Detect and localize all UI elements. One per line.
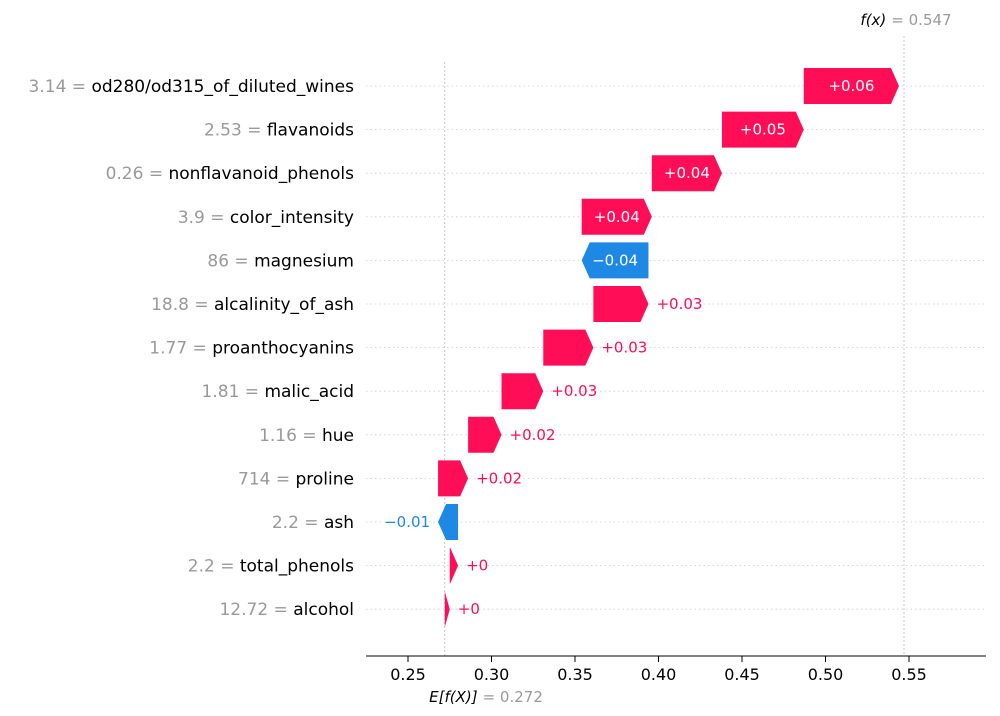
feature-value: 1.81 = (202, 382, 265, 402)
contribution-label: +0.04 (594, 208, 640, 226)
positive-contribution-bar (543, 329, 594, 366)
positive-contribution-bar (593, 286, 649, 322)
contribution-label: +0.04 (664, 164, 710, 182)
feature-name: alcalinity_of_ash (214, 295, 354, 315)
feature-name: proanthocyanins (212, 339, 354, 359)
x-tick-label: 0.55 (891, 665, 927, 684)
feature-value: 12.72 = (219, 600, 293, 620)
contribution-label: −0.04 (592, 251, 638, 269)
feature-name: color_intensity (230, 208, 354, 228)
fx-value: = 0.547 (891, 11, 951, 29)
feature-label: 714 = proline (238, 469, 354, 489)
contribution-label: +0.06 (828, 77, 874, 95)
positive-contribution-bar (651, 155, 722, 192)
feature-labels: 3.14 = od280/od315_of_diluted_wines 2.53 … (29, 77, 355, 620)
feature-value: 2.53 = (204, 121, 267, 141)
contribution-label: +0.05 (740, 121, 786, 139)
feature-name: magnesium (254, 251, 354, 271)
output-label: f(x) = 0.547 (860, 11, 951, 29)
feature-name: alcohol (293, 600, 354, 620)
x-tick-label: 0.25 (390, 665, 426, 684)
positive-contribution-bar (438, 460, 469, 497)
x-tick-label: 0.45 (724, 665, 760, 684)
feature-value: 18.8 = (151, 295, 214, 315)
positive-contribution-bar (449, 547, 459, 584)
feature-value: 3.14 = (29, 77, 92, 97)
feature-name: hue (322, 426, 354, 446)
feature-name: od280/od315_of_diluted_wines (91, 77, 354, 97)
efx-symbol: E[f(X)] (429, 688, 478, 706)
feature-label: 0.26 = nonflavanoid_phenols (106, 164, 355, 184)
feature-value: 86 = (207, 251, 254, 271)
positive-contribution-bar (721, 111, 804, 148)
feature-label: 86 = magnesium (207, 251, 354, 271)
efx-value: = 0.272 (483, 688, 543, 706)
fx-symbol: f(x) (860, 11, 886, 29)
feature-label: 1.77 = proanthocyanins (149, 339, 354, 359)
feature-name: ash (324, 513, 354, 533)
feature-value: 1.16 = (259, 426, 322, 446)
feature-name: malic_acid (264, 382, 354, 402)
feature-label: 2.53 = flavanoids (204, 121, 354, 141)
expected-label: E[f(X)] = 0.272 (429, 688, 543, 706)
feature-label: 18.8 = alcalinity_of_ash (151, 295, 354, 315)
contribution-label: +0 (458, 600, 480, 618)
x-tick-label: 0.40 (641, 665, 677, 684)
feature-value: 2.2 = (188, 557, 240, 577)
feature-label: 1.81 = malic_acid (202, 382, 354, 402)
positive-contribution-bar (803, 68, 899, 104)
x-tick-label: 0.35 (557, 665, 593, 684)
contribution-label: +0.03 (601, 339, 647, 357)
contribution-label: +0.03 (551, 382, 597, 400)
positive-contribution-bar (444, 591, 450, 628)
feature-label: 2.2 = total_phenols (188, 557, 354, 577)
feature-label: 1.16 = hue (259, 426, 354, 446)
feature-name: flavanoids (267, 121, 354, 141)
x-axis: 0.25 0.30 0.35 0.40 0.45 0.50 0.55 (366, 655, 986, 684)
feature-value: 1.77 = (149, 339, 212, 359)
positive-contribution-bar (468, 416, 502, 453)
feature-value: 3.9 = (178, 208, 230, 228)
feature-name: proline (296, 469, 355, 489)
reference-lines (444, 36, 905, 656)
feature-value: 0.26 = (106, 164, 169, 184)
feature-value: 714 = (238, 469, 296, 489)
contribution-label: +0.03 (656, 295, 702, 313)
feature-label: 3.9 = color_intensity (178, 208, 354, 228)
feature-name: total_phenols (240, 557, 354, 577)
feature-name: nonflavanoid_phenols (168, 164, 354, 184)
negative-contribution-bar (581, 242, 649, 279)
x-tick-label: 0.50 (808, 665, 844, 684)
contribution-label: −0.01 (384, 513, 430, 531)
contribution-label: +0 (466, 557, 488, 575)
contribution-label: +0.02 (476, 469, 522, 487)
contribution-bars: +0.06 +0.05 +0.04 +0.04 −0.04 +0.03 +0.03 +0.03… (384, 68, 899, 628)
negative-contribution-bar (438, 504, 459, 540)
x-tick-label: 0.30 (474, 665, 510, 684)
positive-contribution-bar (501, 373, 544, 410)
positive-contribution-bar (581, 198, 652, 235)
feature-label: 3.14 = od280/od315_of_diluted_wines (29, 77, 355, 97)
contribution-label: +0.02 (510, 426, 556, 444)
feature-label: 12.72 = alcohol (219, 600, 354, 620)
feature-value: 2.2 = (272, 513, 324, 533)
feature-label: 2.2 = ash (272, 513, 354, 533)
